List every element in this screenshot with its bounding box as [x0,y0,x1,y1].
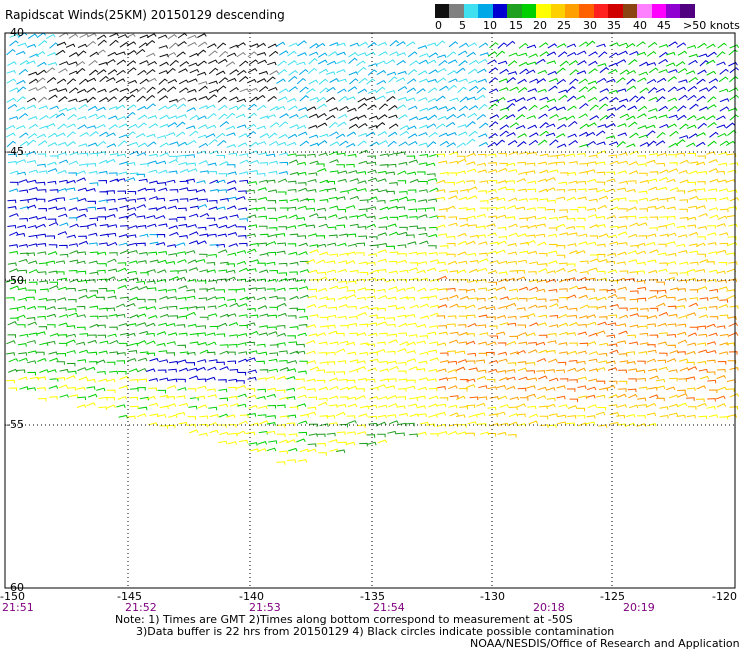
colorbar-swatch [507,4,522,18]
lat-label-50: -50 [6,274,24,287]
colorbar-swatch [637,4,652,18]
map-frame [4,32,736,589]
colorbar-swatches [435,4,695,18]
colorbar-swatch [680,4,695,18]
colorbar-label: 45 [657,19,671,32]
colorbar-label: 25 [557,19,571,32]
colorbar-swatch [622,4,638,18]
lon-label-145: -145 [117,590,142,603]
colorbar-label: >50 knots [683,19,740,32]
colorbar-label: 5 [459,19,466,32]
lat-label-40: -40 [6,26,24,39]
colorbar-swatch [651,4,666,18]
colorbar-label: 30 [583,19,597,32]
colorbar-swatch [666,4,681,18]
colorbar-swatch [564,4,580,18]
colorbar-swatch [521,4,537,18]
lat-label-45: -45 [6,145,24,158]
colorbar-swatch [463,4,479,18]
colorbar-label: 10 [483,19,497,32]
map-title: Rapidscat Winds(25KM) 20150129 descendin… [5,8,285,22]
lon-label-135: -135 [360,590,385,603]
lon-label-150: -150 [0,590,25,603]
notes: Note: 1) Times are GMT 2)Times along bot… [115,614,614,638]
colorbar-swatch [550,4,565,18]
colorbar-swatch [608,4,623,18]
lat-label-55: -55 [6,418,24,431]
colorbar-swatch [478,4,493,18]
time-label-5: 20:18 [533,601,565,614]
colorbar-label: 35 [607,19,621,32]
lon-label-130: -130 [480,590,505,603]
colorbar-swatch [449,4,464,18]
time-label-6: 20:19 [623,601,655,614]
wind-barbs-layer [5,32,740,465]
colorbar-swatch [435,4,450,18]
lon-label-140: -140 [239,590,264,603]
colorbar-swatch [536,4,551,18]
lat-label-60: -60 [6,581,24,594]
time-label-2: 21:52 [125,601,157,614]
colorbar-swatch [593,4,609,18]
note-line-2: 3)Data buffer is 22 hrs from 20150129 4)… [115,625,615,638]
colorbar-label: 0 [435,19,442,32]
colorbar-label: 15 [509,19,523,32]
colorbar-label: 20 [533,19,547,32]
colorbar-label: 40 [633,19,647,32]
time-label-4: 21:54 [373,601,405,614]
time-label-1: 21:51 [2,601,34,614]
lon-label-125: -125 [600,590,625,603]
colorbar-swatch [579,4,594,18]
note-line-1: Note: 1) Times are GMT 2)Times along bot… [115,613,573,626]
colorbar-labels: 0 5 10 15 20 25 30 35 40 45 >50 knots [435,19,740,33]
colorbar-swatch [492,4,508,18]
time-label-3: 21:53 [249,601,281,614]
credit-line: NOAA/NESDIS/Office of Research and Appli… [470,637,740,650]
lon-label-120: -120 [712,590,737,603]
wind-speed-colorbar: 0 5 10 15 20 25 30 35 40 45 >50 knots [435,4,740,34]
